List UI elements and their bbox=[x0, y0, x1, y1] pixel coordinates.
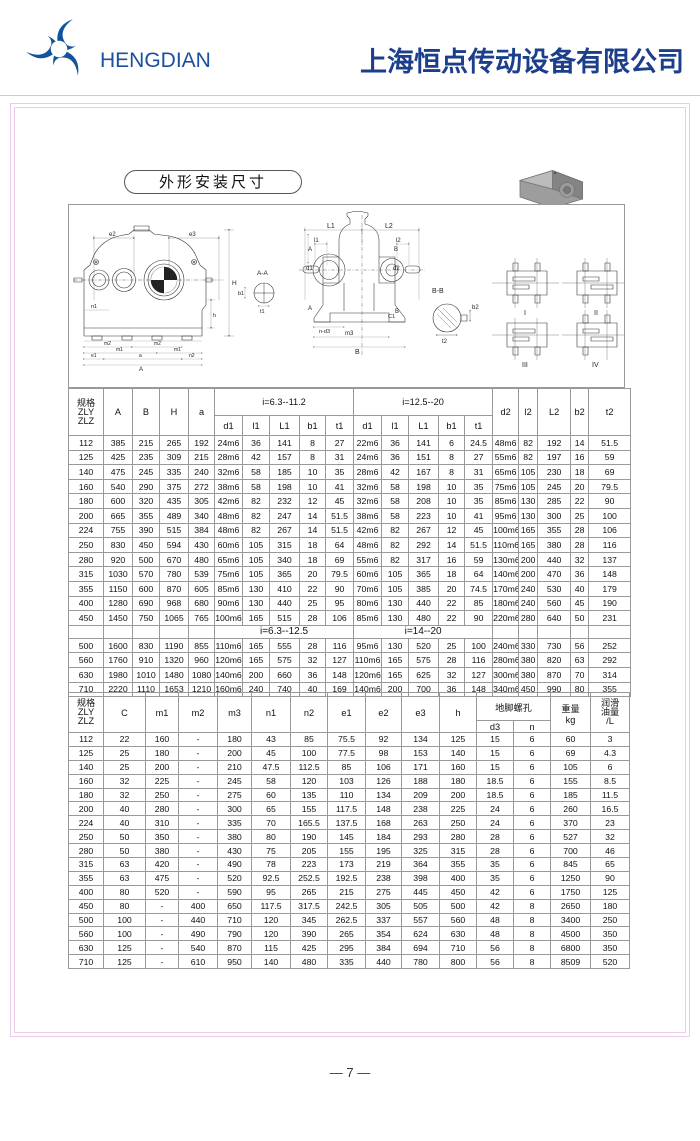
svg-text:H: H bbox=[232, 280, 237, 287]
svg-text:m1: m1 bbox=[174, 347, 181, 353]
svg-text:n2: n2 bbox=[189, 353, 195, 359]
svg-text:l1: l1 bbox=[314, 238, 319, 244]
svg-text:IV: IV bbox=[592, 362, 599, 368]
svg-text:L2: L2 bbox=[385, 223, 393, 230]
svg-text:I: I bbox=[524, 310, 526, 317]
svg-text:t2: t2 bbox=[442, 339, 448, 345]
svg-text:B-B: B-B bbox=[432, 288, 444, 295]
svg-text:h: h bbox=[213, 313, 216, 319]
svg-text:d2: d2 bbox=[393, 266, 400, 272]
svg-text:II: II bbox=[594, 310, 598, 317]
svg-text:C1: C1 bbox=[388, 314, 395, 320]
svg-text:d1: d1 bbox=[306, 266, 313, 272]
svg-text:A: A bbox=[308, 247, 312, 253]
svg-text:m1: m1 bbox=[116, 347, 123, 353]
svg-text:III: III bbox=[522, 362, 528, 368]
svg-text:B: B bbox=[355, 349, 360, 356]
svg-text:l2: l2 bbox=[396, 238, 401, 244]
svg-text:n1: n1 bbox=[91, 304, 97, 310]
svg-text:b1: b1 bbox=[238, 291, 244, 297]
svg-text:m2: m2 bbox=[154, 341, 161, 347]
svg-text:m3: m3 bbox=[345, 331, 354, 337]
svg-text:B: B bbox=[395, 309, 399, 315]
svg-text:A-A: A-A bbox=[257, 270, 269, 277]
svg-text:A: A bbox=[139, 367, 143, 373]
svg-text:A: A bbox=[308, 306, 312, 312]
svg-text:n-d3: n-d3 bbox=[319, 329, 330, 335]
svg-text:L1: L1 bbox=[327, 223, 335, 230]
svg-text:B: B bbox=[394, 247, 398, 253]
svg-text:b2: b2 bbox=[472, 305, 479, 311]
svg-text:e3: e3 bbox=[189, 232, 196, 238]
svg-text:a: a bbox=[139, 353, 142, 359]
svg-text:m2: m2 bbox=[104, 341, 111, 347]
svg-text:t1: t1 bbox=[260, 309, 265, 315]
svg-text:e1: e1 bbox=[91, 353, 97, 359]
